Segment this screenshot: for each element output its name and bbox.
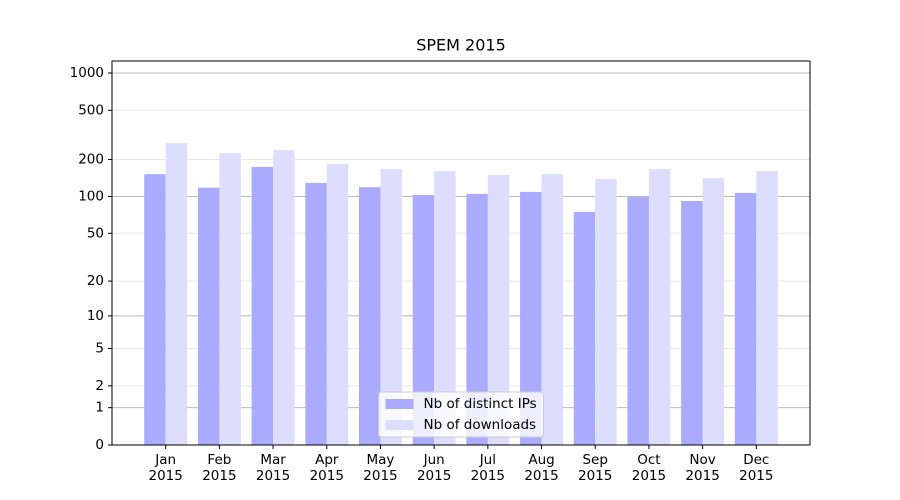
bar <box>219 153 241 445</box>
bar <box>434 171 456 446</box>
x-tick-label: Jan 2015 <box>148 452 183 484</box>
y-tick-label: 1 <box>95 400 104 416</box>
bar <box>412 194 435 445</box>
bar <box>305 182 327 445</box>
y-tick-label: 100 <box>78 189 104 205</box>
bar <box>573 211 596 445</box>
legend: Nb of distinct IPs Nb of downloads <box>378 391 544 438</box>
x-tick-label: Jul 2015 <box>470 452 506 484</box>
bar <box>681 200 703 445</box>
bar <box>702 178 725 445</box>
bar <box>358 187 381 445</box>
bar <box>541 174 564 446</box>
bar <box>380 169 402 446</box>
bar <box>595 178 617 445</box>
bar <box>487 174 510 445</box>
x-tick-label: Apr 2015 <box>309 452 344 484</box>
bar <box>326 163 349 445</box>
y-tick-label: 20 <box>87 273 104 289</box>
bar <box>756 171 778 446</box>
x-tick-label: Oct 2015 <box>631 452 667 484</box>
x-tick-label: Sep 2015 <box>578 452 613 484</box>
bar <box>251 166 274 445</box>
legend-label: Nb of downloads <box>424 417 537 433</box>
x-tick-label: Mar 2015 <box>255 452 291 484</box>
bar <box>734 192 757 445</box>
x-tick-label: May 2015 <box>363 452 398 484</box>
y-tick-label: 500 <box>78 102 104 118</box>
bar <box>520 191 542 445</box>
legend-label: Nb of distinct IPs <box>424 396 537 412</box>
y-tick-label: 1000 <box>70 65 104 81</box>
x-tick-label: Aug 2015 <box>524 452 559 484</box>
plot-frame <box>111 60 811 446</box>
legend-swatch <box>385 420 414 430</box>
x-tick-label: Jun 2015 <box>416 452 452 484</box>
chart-title: SPEM 2015 <box>416 36 506 55</box>
bar <box>144 174 166 446</box>
x-tick-label: Feb 2015 <box>202 452 237 484</box>
y-tick-label: 10 <box>87 308 104 324</box>
bar <box>197 187 220 446</box>
bar <box>273 150 295 445</box>
y-tick-label: 0 <box>95 437 104 453</box>
bar <box>648 169 671 446</box>
x-tick-label: Nov 2015 <box>685 452 720 484</box>
legend-box <box>378 391 544 438</box>
bar <box>466 193 488 445</box>
y-tick-label: 2 <box>95 378 104 394</box>
y-tick-label: 50 <box>87 225 104 241</box>
x-tick-label: Dec 2015 <box>739 452 774 484</box>
bar <box>165 143 188 446</box>
y-tick-label: 5 <box>95 341 104 357</box>
legend-swatch <box>385 399 414 409</box>
bar <box>627 197 649 445</box>
y-tick-label: 200 <box>78 151 104 167</box>
